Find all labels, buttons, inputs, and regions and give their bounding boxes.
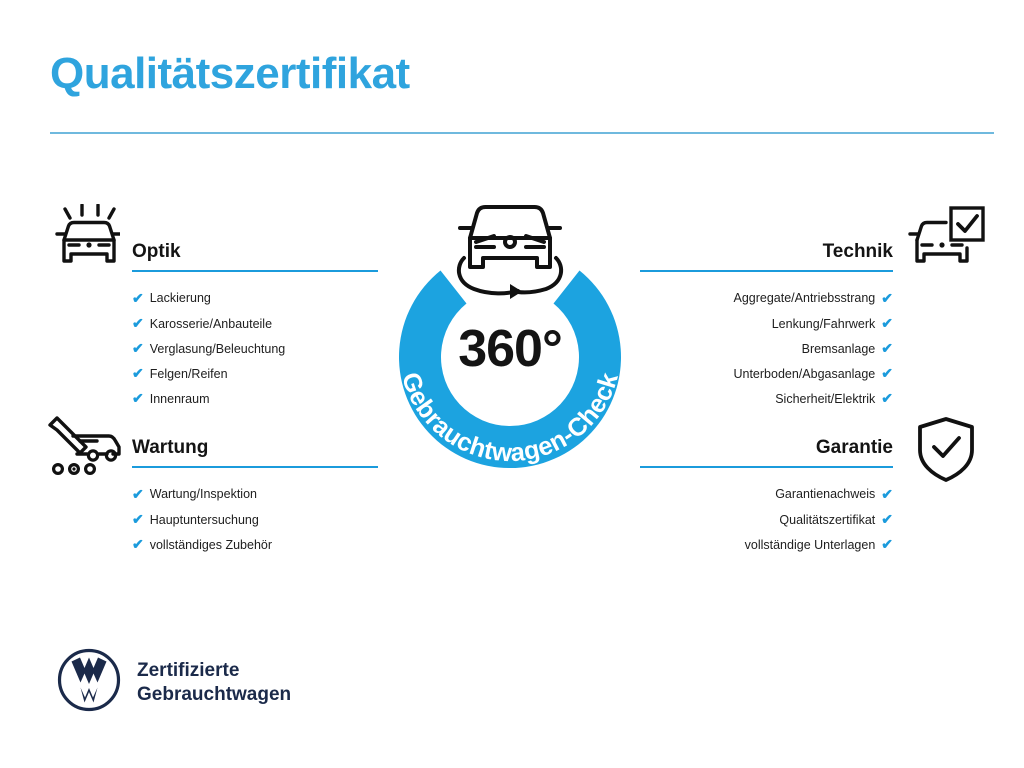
list-item-label: Hauptuntersuchung — [149, 512, 259, 527]
check-icon: ✔ — [132, 314, 144, 331]
checklist-optik: ✔ Lackierung ✔ Karosserie/Anbauteile ✔ Verg… — [132, 286, 378, 412]
list-item-label: Felgen/Reifen — [149, 366, 228, 381]
list-item: ✔ Lackierung — [132, 286, 378, 311]
car-checkbox-icon — [906, 204, 986, 272]
list-item-label: vollständiges Zubehör — [149, 537, 273, 552]
list-item: ✔ Wartung/Inspektion — [132, 482, 378, 507]
list-item-label: Verglasung/Beleuchtung — [149, 341, 286, 356]
section-wartung: Wartung ✔ Wartung/Inspektion ✔ Hauptunters… — [132, 438, 378, 558]
list-item: Unterboden/Abgasanlage ✔ — [640, 362, 893, 387]
list-item-label: Lackierung — [149, 291, 211, 306]
list-item-label: Garantienachweis — [775, 487, 876, 502]
check-icon: ✔ — [881, 314, 893, 331]
check-icon: ✔ — [132, 390, 144, 407]
check-icon: ✔ — [881, 535, 893, 552]
list-item: Qualitätszertifikat ✔ — [640, 507, 893, 532]
list-item-label: Qualitätszertifikat — [779, 512, 876, 527]
list-item: ✔ Felgen/Reifen — [132, 362, 378, 387]
section-optik: Optik ✔ Lackierung ✔ Karosserie/Anbauteile… — [132, 242, 378, 412]
checklist-wartung: ✔ Wartung/Inspektion ✔ Hauptuntersuchung ✔… — [132, 482, 378, 558]
check-icon: ✔ — [132, 510, 144, 527]
checklist-garantie: Garantienachweis ✔ Qualitätszertifikat ✔ v… — [640, 482, 893, 558]
list-item-label: Innenraum — [149, 392, 210, 407]
list-item-label: vollständige Unterlagen — [744, 537, 876, 552]
vw-brand-footer: Zertifizierte Gebrauchtwagen — [57, 648, 291, 717]
list-item-label: Sicherheit/Elektrik — [775, 392, 876, 407]
section-garantie: Garantie Garantienachweis ✔ Qualitätszert… — [640, 438, 893, 558]
vw-brand-text: Zertifizierte Gebrauchtwagen — [137, 659, 291, 707]
vw-brand-line2: Gebrauchtwagen — [137, 683, 292, 705]
ring-shape — [399, 270, 621, 469]
page-title: Qualitätszertifikat — [50, 49, 410, 98]
check-icon: ✔ — [881, 339, 893, 356]
list-item: Sicherheit/Elektrik ✔ — [640, 387, 893, 412]
section-divider-technik — [640, 270, 893, 272]
section-divider-optik — [132, 270, 378, 272]
check-icon: ✔ — [132, 535, 144, 552]
list-item: ✔ Karosserie/Anbauteile — [132, 311, 378, 336]
badge-degrees: 360° — [458, 320, 563, 378]
checklist-technik: Aggregate/Antriebsstrang ✔ Lenkung/Fahrwe… — [640, 286, 893, 412]
list-item: ✔ Innenraum — [132, 387, 378, 412]
title-divider — [50, 132, 994, 134]
360-check-badge: Gebrauchtwagen-Check 360° — [368, 190, 652, 500]
check-icon: ✔ — [132, 485, 144, 502]
list-item: ✔ Hauptuntersuchung — [132, 507, 378, 532]
list-item-label: Karosserie/Anbauteile — [149, 316, 273, 331]
check-icon: ✔ — [881, 365, 893, 382]
list-item: ✔ vollständiges Zubehör — [132, 532, 378, 557]
car-front-rotate-icon — [456, 205, 564, 299]
check-icon: ✔ — [132, 289, 144, 306]
list-item: Garantienachweis ✔ — [640, 482, 893, 507]
car-polish-icon — [48, 204, 120, 274]
section-heading-garantie: Garantie — [815, 437, 893, 458]
section-heading-wartung: Wartung — [132, 437, 209, 458]
list-item: vollständige Unterlagen ✔ — [640, 532, 893, 557]
vw-logo-icon — [57, 648, 121, 717]
list-item-label: Wartung/Inspektion — [149, 487, 257, 502]
vw-brand-line1: Zertifizierte — [137, 659, 240, 681]
check-icon: ✔ — [132, 365, 144, 382]
list-item-label: Lenkung/Fahrwerk — [771, 316, 876, 331]
section-divider-wartung — [132, 466, 378, 468]
list-item-label: Bremsanlage — [801, 341, 876, 356]
list-item-label: Unterboden/Abgasanlage — [733, 366, 876, 381]
section-heading-technik: Technik — [822, 241, 893, 262]
section-divider-garantie — [640, 466, 893, 468]
shield-check-icon — [915, 416, 977, 484]
check-icon: ✔ — [881, 510, 893, 527]
list-item: Aggregate/Antriebsstrang ✔ — [640, 286, 894, 311]
check-icon: ✔ — [132, 339, 144, 356]
wrench-car-icon — [47, 414, 123, 478]
section-heading-optik: Optik — [132, 241, 181, 262]
check-icon: ✔ — [881, 390, 893, 407]
section-technik: Technik Aggregate/Antriebsstrang ✔ Lenkun… — [640, 242, 893, 412]
check-icon: ✔ — [881, 289, 893, 306]
list-item-label: Aggregate/Antriebsstrang — [733, 291, 876, 306]
list-item: Bremsanlage ✔ — [640, 336, 893, 361]
list-item: ✔ Verglasung/Beleuchtung — [132, 336, 378, 361]
check-icon: ✔ — [881, 485, 893, 502]
list-item: Lenkung/Fahrwerk ✔ — [640, 311, 893, 336]
